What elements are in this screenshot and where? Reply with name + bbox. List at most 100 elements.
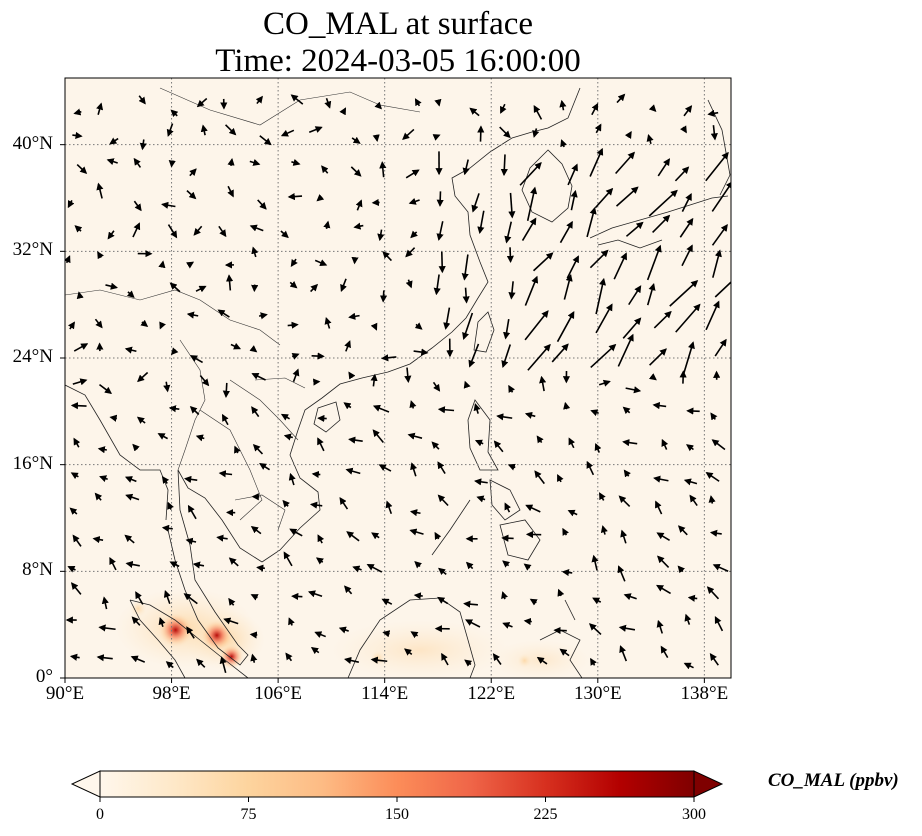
wind-arrow [625, 386, 642, 394]
wind-arrow [185, 537, 197, 545]
wind-arrow [195, 434, 205, 442]
wind-arrow [72, 378, 88, 386]
wind-arrow [437, 461, 446, 474]
wind-arrow [679, 217, 694, 238]
coastline-hainan [313, 401, 341, 433]
wind-arrow [523, 617, 532, 626]
wind-arrow [217, 309, 230, 318]
colorbar-tick-label: 300 [682, 806, 706, 823]
wind-arrow [366, 563, 383, 573]
wind-arrow [307, 590, 323, 598]
wind-arrow [437, 596, 449, 605]
wind-arrow [617, 333, 634, 367]
wind-arrow [348, 371, 356, 380]
wind-arrow [468, 343, 480, 368]
wind-arrow [67, 200, 75, 209]
wind-arrow [124, 476, 137, 483]
lon-tick-label: 106°E [254, 683, 302, 704]
wind-arrow [378, 464, 392, 472]
wind-arrow [616, 93, 626, 104]
wind-arrow [259, 463, 270, 471]
wind-arrow [193, 225, 203, 236]
wind-arrow [352, 565, 362, 573]
wind-arrow [184, 475, 198, 483]
wind-arrow [595, 303, 613, 334]
wind-arrow [324, 97, 332, 109]
co-hotspot [370, 650, 386, 666]
wind-arrow [196, 97, 208, 108]
wind-arrow [711, 180, 731, 212]
lat-tick-label: 40°N [12, 132, 53, 154]
wind-arrow [680, 125, 687, 134]
border-laos [229, 379, 299, 441]
wind-arrow [508, 192, 516, 219]
wind-arrow [594, 187, 614, 209]
coastline-indochina [167, 469, 263, 666]
wind-arrow [683, 662, 694, 670]
wind-arrow [500, 154, 508, 177]
wind-arrow [405, 169, 420, 179]
coastline-taiwan [473, 311, 495, 353]
wind-arrow [311, 352, 325, 360]
wind-arrow [170, 347, 179, 356]
wind-arrow [714, 280, 731, 298]
wind-arrow [496, 413, 513, 421]
wind-arrow [656, 532, 671, 541]
wind-arrow [682, 341, 695, 376]
wind-arrow [521, 217, 537, 241]
wind-arrow [526, 186, 538, 221]
wind-arrow [686, 444, 694, 452]
wind-arrow [711, 223, 728, 246]
wind-arrow [139, 139, 147, 151]
wind-arrow [570, 189, 578, 211]
wind-arrow [563, 401, 571, 410]
wind-arrow [227, 185, 234, 198]
wind-arrow [73, 343, 89, 352]
wind-arrow [252, 443, 264, 455]
wind-arrow [186, 311, 199, 319]
wind-arrow [340, 278, 347, 292]
wind-arrow [223, 617, 239, 625]
wind-arrow [169, 282, 181, 293]
wind-arrow [661, 438, 669, 450]
wind-arrow [656, 584, 671, 595]
wind-arrow [289, 528, 303, 537]
wind-arrow [434, 98, 442, 107]
wind-arrow [525, 504, 541, 513]
wind-arrow [711, 439, 726, 451]
wind-arrow [465, 619, 481, 628]
wind-arrow [258, 312, 268, 320]
wind-arrow [196, 658, 206, 668]
wind-arrow [344, 340, 351, 352]
wind-arrow [707, 109, 719, 117]
wind-arrow [379, 290, 388, 303]
wind-arrow [92, 536, 104, 544]
wind-arrow [317, 534, 325, 544]
wind-arrow [524, 310, 549, 341]
lat-tick-label: 32°N [12, 239, 53, 261]
wind-arrow [568, 437, 576, 449]
wind-arrow [291, 352, 300, 360]
wind-arrow [536, 656, 548, 665]
wind-arrow [346, 531, 360, 542]
wind-arrow [708, 495, 716, 504]
wind-arrow [186, 261, 195, 269]
wind-arrow [519, 161, 542, 186]
wind-arrow [348, 436, 363, 444]
wind-arrow [283, 433, 293, 441]
wind-arrow [157, 433, 168, 440]
wind-arrow [413, 592, 423, 600]
wind-arrow [189, 168, 197, 177]
lat-tick-label: 16°N [12, 452, 53, 474]
wind-arrow [407, 432, 423, 440]
wind-arrow [125, 493, 140, 501]
wind-arrow [158, 617, 166, 627]
wind-arrow [557, 588, 565, 597]
wind-arrow [124, 346, 137, 354]
wind-arrow [590, 409, 599, 417]
wind-arrow [159, 321, 166, 330]
wind-arrow [249, 631, 258, 639]
wind-arrow [588, 623, 602, 636]
wind-arrow [648, 373, 657, 381]
wind-arrow [280, 230, 289, 239]
